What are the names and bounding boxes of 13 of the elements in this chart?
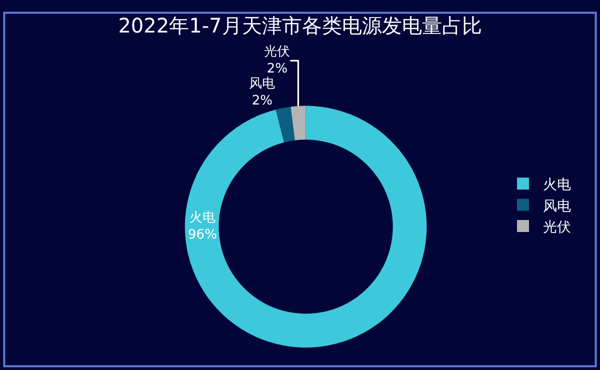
legend-label: 火电: [543, 177, 571, 194]
data-label: 2%: [266, 62, 288, 77]
legend-label: 风电: [543, 198, 571, 214]
data-label: 2%: [252, 94, 272, 108]
chart-title: 2022年1-7月天津市各类电源发电量占比: [118, 14, 482, 38]
slice-label: 光伏: [264, 44, 290, 60]
slice-label: 风电: [249, 76, 276, 92]
donut-slice: [290, 106, 306, 140]
donut-slice: [184, 106, 427, 348]
legend-label: 光伏: [543, 219, 571, 236]
donut-slice: [276, 106, 295, 142]
slice-label: 火电: [189, 210, 216, 226]
data-label: 96%: [188, 228, 217, 243]
